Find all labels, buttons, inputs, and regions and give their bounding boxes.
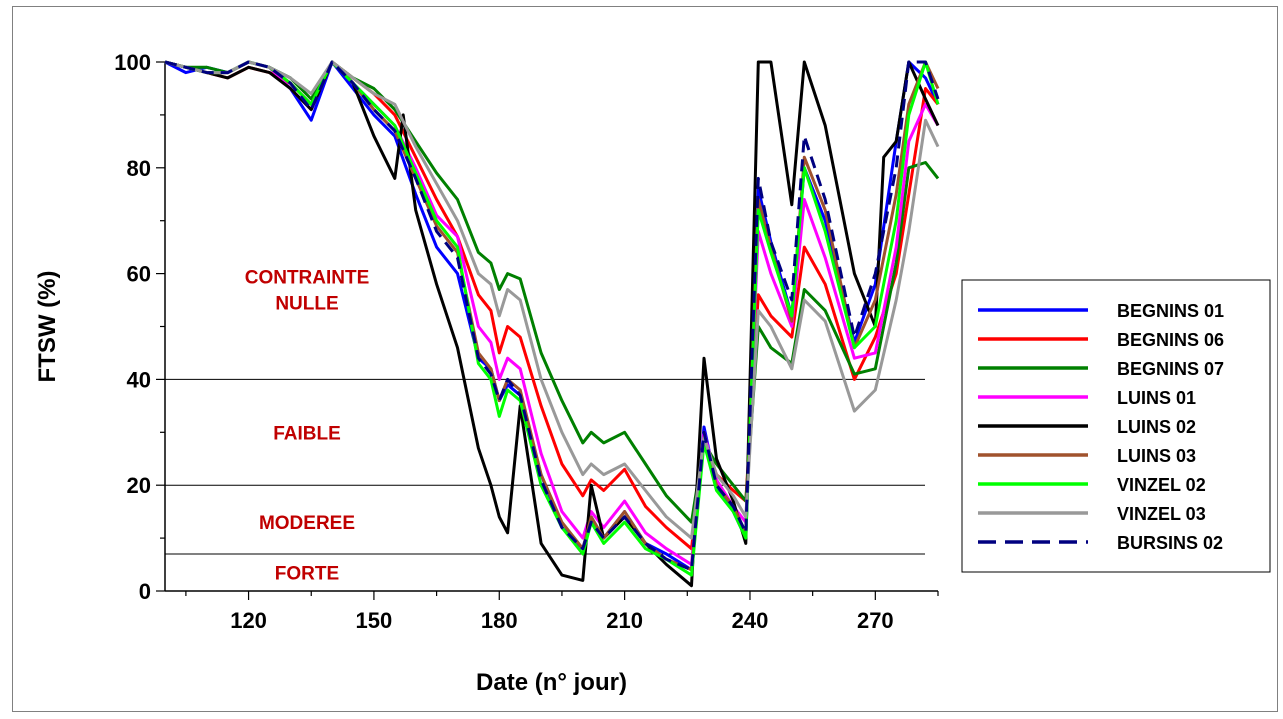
zone-label: FORTE <box>275 563 339 584</box>
legend-label: BEGNINS 07 <box>1117 359 1224 379</box>
y-axis-ticks: 0 20 40 60 80 100 <box>114 50 165 604</box>
y-tick-label: 60 <box>127 262 151 287</box>
series-line-bursins-02 <box>164 60 940 572</box>
x-axis-title: Date (n° jour) <box>476 669 627 696</box>
x-tick-label: 270 <box>857 608 894 633</box>
legend-label: LUINS 03 <box>1117 446 1196 466</box>
x-tick-label: 210 <box>606 608 643 633</box>
x-tick-label: 180 <box>481 608 518 633</box>
y-tick-label: 40 <box>127 367 151 392</box>
series-line-vinzel-02 <box>164 60 940 577</box>
x-tick-label: 240 <box>732 608 769 633</box>
zone-label: FAIBLE <box>273 423 341 444</box>
legend-label: LUINS 01 <box>1117 388 1196 408</box>
legend-label: BEGNINS 06 <box>1117 330 1224 350</box>
y-tick-label: 100 <box>114 50 151 75</box>
legend-label: LUINS 02 <box>1117 417 1196 437</box>
x-axis-ticks: 120 150 180 210 240 270 <box>185 591 939 633</box>
legend: BEGNINS 01 BEGNINS 06 BEGNINS 07 LUINS 01 LU… <box>961 279 1271 573</box>
y-tick-label: 20 <box>127 473 151 498</box>
series-lines <box>164 60 940 588</box>
y-tick-label: 80 <box>127 156 151 181</box>
legend-label: BURSINS 02 <box>1117 533 1223 553</box>
stress-zone-labels: CONTRAINTE NULLE FAIBLE MODEREE FORTE <box>245 267 370 584</box>
x-tick-label: 120 <box>230 608 267 633</box>
legend-label: VINZEL 02 <box>1117 475 1206 495</box>
zone-label: CONTRAINTE <box>245 267 370 288</box>
y-tick-label: 0 <box>139 579 151 604</box>
y-axis-title: FTSW (%) <box>34 271 61 383</box>
series-line-vinzel-03 <box>164 60 940 540</box>
legend-label: VINZEL 03 <box>1117 504 1206 524</box>
zone-label: MODEREE <box>259 513 355 534</box>
legend-label: BEGNINS 01 <box>1117 301 1224 321</box>
axes <box>164 62 938 592</box>
zone-label: NULLE <box>275 293 338 314</box>
series-line-begnins-07 <box>164 60 940 524</box>
x-tick-label: 150 <box>356 608 393 633</box>
